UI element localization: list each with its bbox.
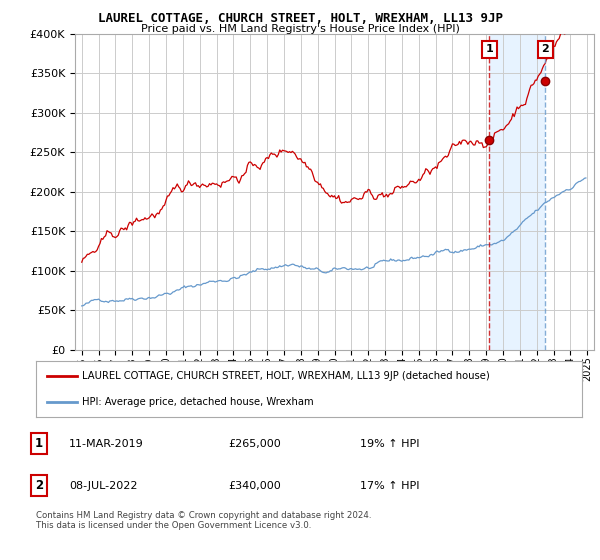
Text: LAUREL COTTAGE, CHURCH STREET, HOLT, WREXHAM, LL13 9JP: LAUREL COTTAGE, CHURCH STREET, HOLT, WRE…: [97, 12, 503, 25]
Text: £340,000: £340,000: [228, 481, 281, 491]
Text: Contains HM Land Registry data © Crown copyright and database right 2024.
This d: Contains HM Land Registry data © Crown c…: [36, 511, 371, 530]
Text: 17% ↑ HPI: 17% ↑ HPI: [360, 481, 419, 491]
Text: HPI: Average price, detached house, Wrexham: HPI: Average price, detached house, Wrex…: [82, 397, 314, 407]
Text: 2: 2: [35, 479, 43, 492]
Text: 1: 1: [35, 437, 43, 450]
Text: LAUREL COTTAGE, CHURCH STREET, HOLT, WREXHAM, LL13 9JP (detached house): LAUREL COTTAGE, CHURCH STREET, HOLT, WRE…: [82, 371, 490, 381]
Text: £265,000: £265,000: [228, 439, 281, 449]
Text: 19% ↑ HPI: 19% ↑ HPI: [360, 439, 419, 449]
Text: 08-JUL-2022: 08-JUL-2022: [69, 481, 137, 491]
Text: Price paid vs. HM Land Registry's House Price Index (HPI): Price paid vs. HM Land Registry's House …: [140, 24, 460, 34]
Bar: [490, 34, 545, 350]
Text: 1: 1: [485, 44, 493, 54]
Text: 2: 2: [542, 44, 550, 54]
Text: 11-MAR-2019: 11-MAR-2019: [69, 439, 144, 449]
